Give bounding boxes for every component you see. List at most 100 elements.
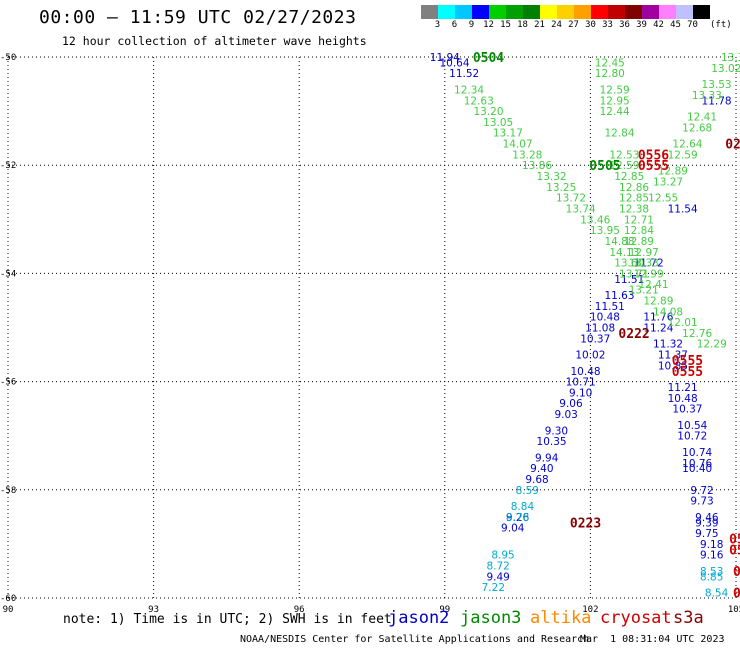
swh-value-altika-light: 8.78 — [506, 512, 529, 524]
swh-value-jason3: 13.27 — [653, 176, 683, 188]
swh-value-altika-light: 8.54 — [705, 588, 729, 600]
swh-value-jason2: 9.46 — [695, 512, 719, 524]
legend-swatch — [489, 5, 506, 19]
swh-value-jason3: 13.32 — [537, 171, 567, 183]
swh-value-jason3: 13.30 — [721, 52, 740, 64]
swh-value-altika-light: 8.59 — [516, 485, 539, 497]
legend-label: 15 — [500, 20, 511, 30]
swh-value-jason2: 10.37 — [580, 333, 610, 345]
swh-value-jason3: 12.99 — [634, 268, 664, 280]
swh-value-jason3: 12.45 — [595, 57, 625, 69]
legend-swatch — [693, 5, 710, 19]
swh-value-jason2: 9.10 — [569, 387, 592, 399]
track-time-label: 055 — [729, 532, 740, 547]
swh-value-altika-light: 8.84 — [511, 501, 535, 513]
track-time-label: 0555 — [672, 354, 703, 369]
swh-value-jason2: 11.51 — [595, 301, 625, 313]
swh-value-jason3: 13.25 — [546, 182, 576, 194]
swh-value-jason3: 13.46 — [580, 214, 610, 226]
swh-value-jason2: 11.32 — [653, 339, 683, 351]
swh-value-jason3: 12.55 — [648, 193, 678, 205]
legend-swatch — [472, 5, 489, 19]
swh-value-jason2: 10.85 — [658, 360, 688, 372]
swh-value-jason2: 9.72 — [690, 485, 713, 497]
swh-value-jason3: 13.95 — [590, 225, 620, 237]
swh-value-jason3: 12.89 — [658, 166, 688, 178]
swh-value-jason3: 12.68 — [682, 122, 712, 134]
legend-swatch — [438, 5, 455, 19]
satellite-jason2: jason2 — [388, 608, 450, 628]
swh-value-jason2: 11.78 — [702, 95, 732, 107]
swh-value-jason3: 13.28 — [512, 149, 542, 161]
legend-swatch — [506, 5, 523, 19]
swh-value-jason3: 12.84 — [624, 225, 654, 237]
swh-value-jason3: 13.05 — [483, 117, 513, 129]
track-time-label: 0222 — [725, 138, 740, 153]
color-scale-legend — [421, 5, 710, 19]
legend-swatch — [642, 5, 659, 19]
swh-value-jason2: 9.30 — [545, 425, 568, 437]
swh-value-jason3: 14.88 — [604, 236, 634, 248]
swh-value-jason2: 9.75 — [695, 528, 718, 540]
legend-label: 6 — [451, 20, 458, 30]
satellite-altika: altika — [530, 608, 592, 628]
swh-value-jason2: 9.94 — [535, 452, 559, 464]
swh-value-jason2: 11.37 — [658, 350, 688, 362]
legend-label: 27 — [568, 20, 579, 30]
swh-value-altika-light: 8.53 — [700, 566, 723, 578]
swh-value-jason3: 13.86 — [522, 160, 552, 172]
legend-swatch — [659, 5, 676, 19]
swh-value-jason3: 13.33 — [692, 90, 722, 102]
swh-value-jason3: 12.89 — [643, 295, 673, 307]
satellite-cryosat: cryosat — [600, 608, 672, 628]
swh-value-jason3: 12.85 — [619, 193, 649, 205]
swh-value-jason2: 10.48 — [571, 366, 601, 378]
legend-unit: (ft) — [710, 20, 732, 30]
legend-label: 9 — [468, 20, 475, 30]
legend-swatch — [421, 5, 438, 19]
swh-value-jason3: 12.59 — [600, 84, 630, 96]
swh-value-jason2: 10.37 — [672, 404, 702, 416]
swh-value-jason3: 12.44 — [600, 106, 630, 118]
legend-label: 30 — [585, 20, 596, 30]
swh-value-jason2: 9.68 — [525, 474, 548, 486]
swh-value-jason3: 12.95 — [600, 95, 630, 107]
swh-value-jason3: 13.53 — [702, 79, 732, 91]
swh-value-jason2: 10.02 — [575, 350, 605, 362]
track-time-label: 0504 — [473, 51, 504, 66]
swh-value-jason2: 10.48 — [668, 393, 698, 405]
swh-value-jason2: 10.54 — [677, 420, 707, 432]
legend-label: 12 — [483, 20, 494, 30]
swh-value-altika-light: 8.72 — [486, 561, 509, 573]
swh-value-jason2: 10.72 — [677, 431, 707, 443]
swh-value-jason2: 9.73 — [690, 496, 713, 508]
note-text: note: 1) Time is in UTC; 2) SWH is in fe… — [63, 612, 392, 627]
swh-value-altika-light: 7.22 — [482, 582, 505, 594]
swh-value-altika-light: 8.95 — [491, 550, 514, 562]
swh-value-jason2: 9.04 — [501, 523, 525, 535]
swh-value-jason3: 12.80 — [595, 68, 625, 80]
swh-value-jason3: 12.34 — [454, 84, 484, 96]
swh-value-jason3: 12.85 — [614, 171, 644, 183]
y-tick-label: -60 — [0, 594, 16, 604]
x-tick-label: 105 — [728, 605, 740, 615]
legend-label: 45 — [670, 20, 681, 30]
legend-swatch — [676, 5, 693, 19]
legend-label: 33 — [602, 20, 613, 30]
swh-value-jason3: 12.59 — [609, 160, 639, 172]
swh-value-jason2: 11.54 — [668, 203, 698, 215]
legend-label: 39 — [636, 20, 647, 30]
chart-subtitle: 12 hour collection of altimeter wave hei… — [62, 34, 367, 48]
swh-value-jason3: 13.20 — [473, 106, 503, 118]
swh-value-jason2: 9.03 — [554, 409, 577, 421]
swh-value-jason3: 12.38 — [619, 203, 649, 215]
swh-value-jason2: 11.63 — [604, 290, 634, 302]
x-tick-label: 102 — [582, 605, 598, 615]
swh-value-jason3: 12.01 — [668, 317, 698, 329]
x-tick-label: 99 — [439, 605, 450, 615]
legend-swatch — [591, 5, 608, 19]
swh-value-jason2: 9.40 — [530, 463, 553, 475]
legend-swatch — [625, 5, 642, 19]
legend-label: 21 — [534, 20, 545, 30]
swh-value-jason3: 12.63 — [464, 95, 494, 107]
